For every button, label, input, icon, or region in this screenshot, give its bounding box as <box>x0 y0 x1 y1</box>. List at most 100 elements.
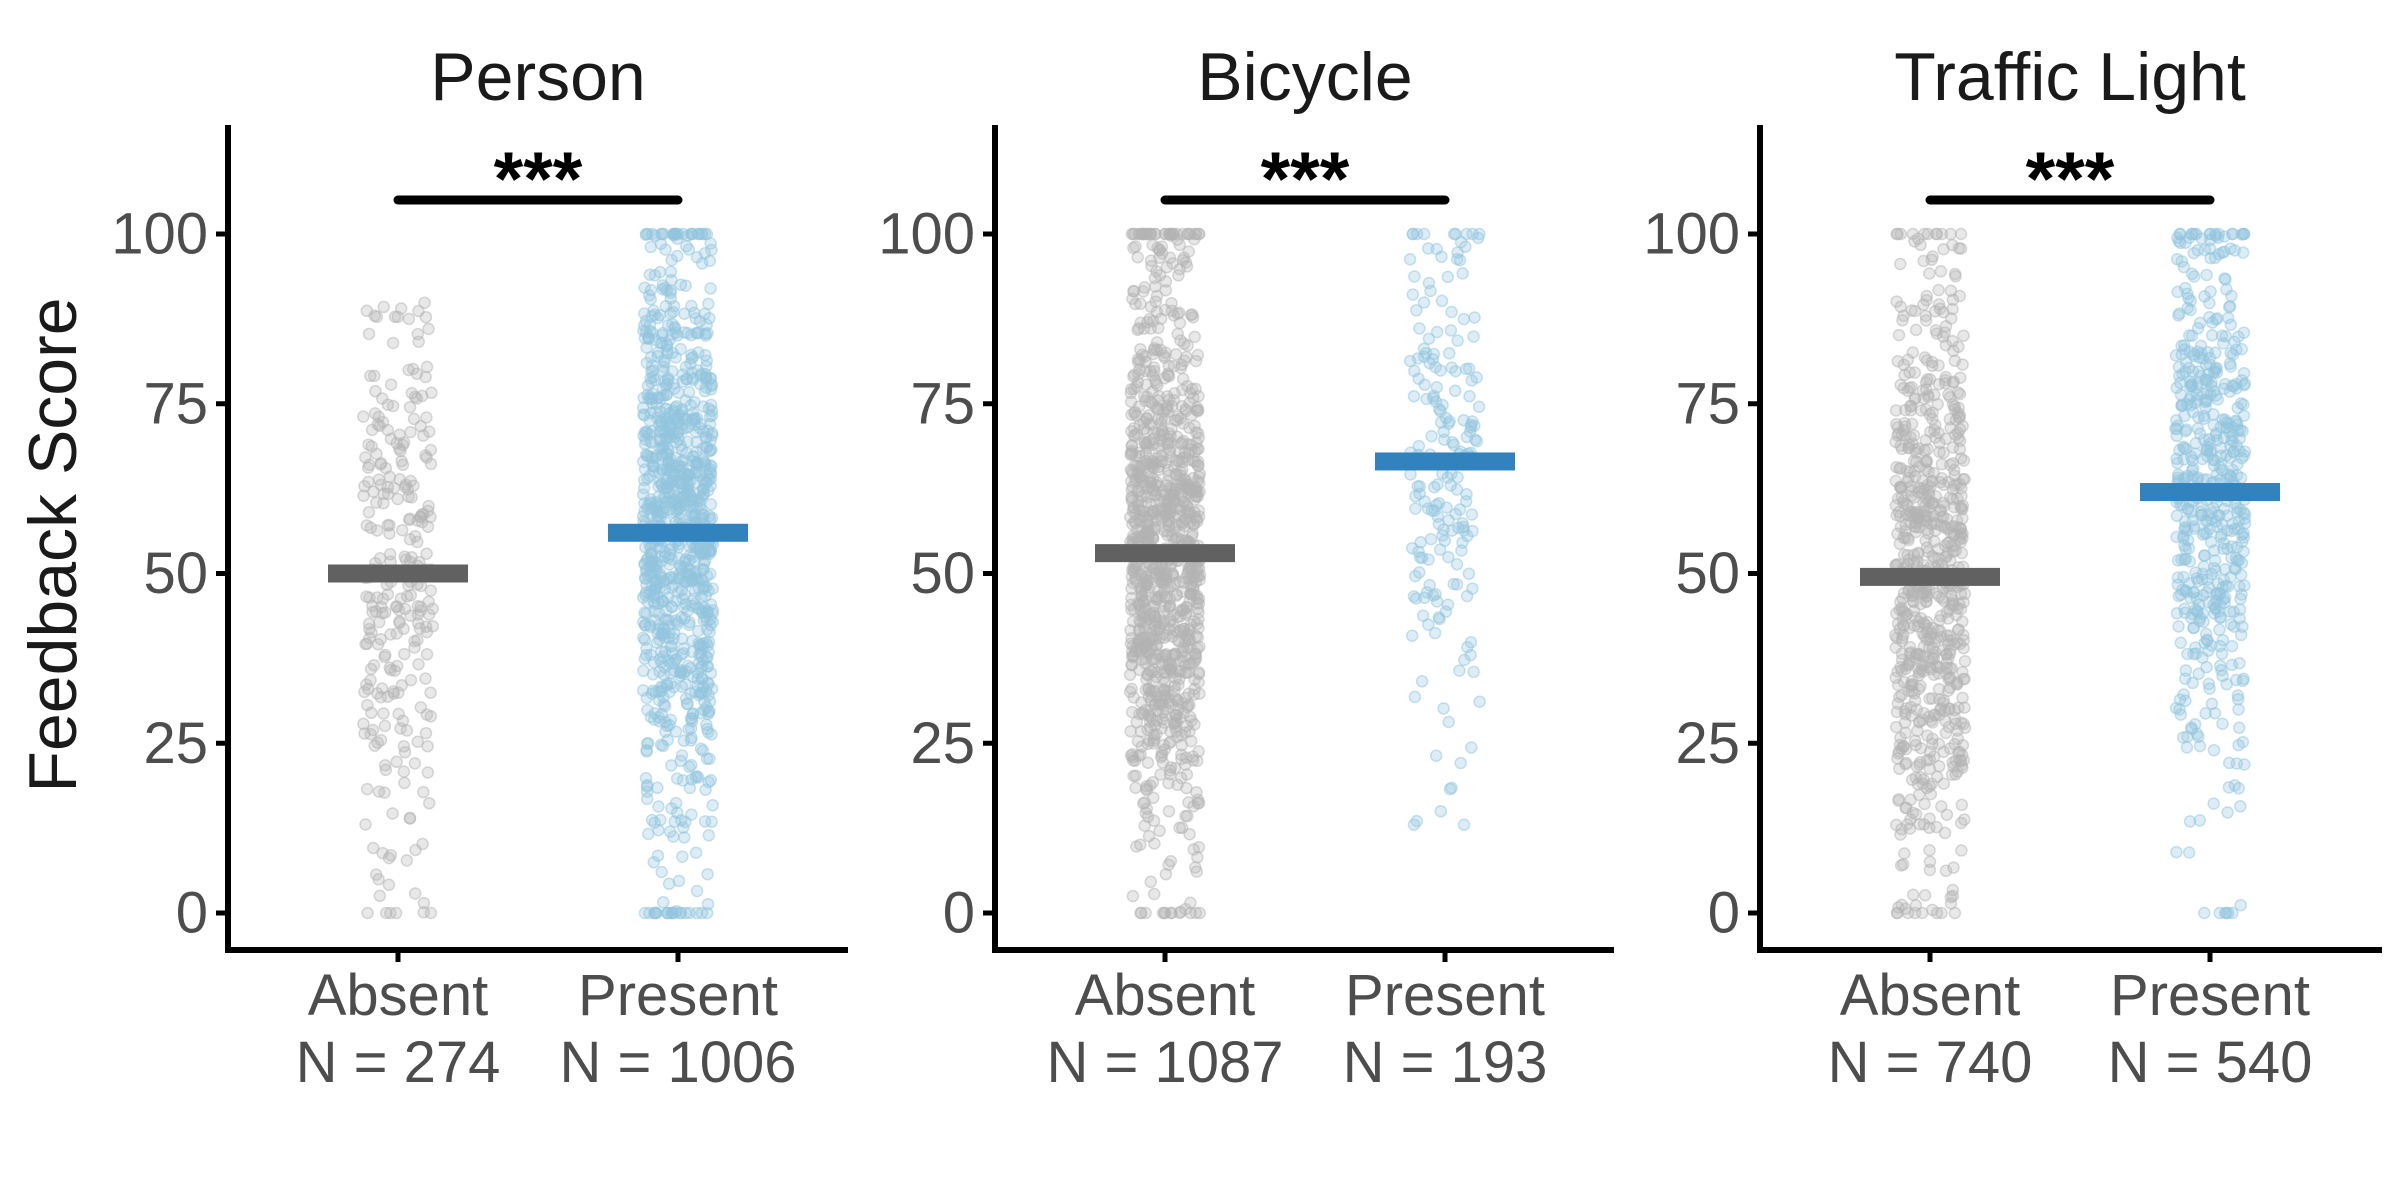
data-point <box>2221 542 2234 555</box>
data-point <box>1408 364 1421 378</box>
data-point <box>1453 503 1467 516</box>
data-point <box>693 314 707 328</box>
data-point <box>1170 588 1184 601</box>
data-point <box>408 529 422 543</box>
data-point <box>656 896 670 909</box>
data-point <box>697 509 710 522</box>
data-point <box>1465 508 1479 521</box>
data-point <box>681 697 694 711</box>
data-point <box>1457 312 1471 326</box>
data-point <box>390 600 404 613</box>
data-point <box>663 571 677 584</box>
data-point <box>1891 678 1905 692</box>
data-point <box>1435 250 1448 263</box>
data-point <box>2231 458 2244 471</box>
data-point <box>1890 295 1903 308</box>
data-point <box>645 566 659 580</box>
data-point <box>1162 776 1175 790</box>
data-point <box>371 638 385 651</box>
data-point <box>1468 311 1481 324</box>
data-point <box>674 405 688 418</box>
data-point <box>1145 641 1159 655</box>
data-point <box>1932 737 1946 751</box>
significance-label: *** <box>494 137 583 222</box>
data-point <box>421 504 435 518</box>
data-point <box>411 514 424 527</box>
data-point <box>1954 527 1968 540</box>
data-point <box>1138 656 1152 670</box>
data-point <box>648 597 661 611</box>
data-point <box>379 461 393 475</box>
data-point <box>2224 242 2237 255</box>
data-point <box>1144 322 1157 335</box>
data-point <box>1178 480 1192 494</box>
data-point <box>1426 392 1440 405</box>
data-point <box>662 877 676 891</box>
data-point <box>2172 620 2185 633</box>
data-point <box>400 590 414 603</box>
data-point <box>1438 534 1452 547</box>
data-point <box>1923 753 1937 766</box>
data-point <box>1130 840 1143 853</box>
data-point <box>1144 875 1157 889</box>
data-point <box>2210 520 2224 534</box>
data-point <box>1472 400 1486 413</box>
data-point <box>675 632 689 646</box>
data-point <box>1155 745 1169 759</box>
data-point <box>1896 628 1910 642</box>
data-point <box>1463 390 1476 403</box>
data-point <box>1889 720 1903 734</box>
data-point <box>1172 672 1186 686</box>
data-point <box>1450 578 1464 591</box>
data-point <box>700 441 714 454</box>
data-point <box>1145 523 1159 537</box>
data-point <box>2224 346 2237 360</box>
data-point <box>407 412 421 426</box>
data-point <box>2200 268 2213 282</box>
data-point <box>670 618 684 631</box>
data-point <box>1947 861 1960 874</box>
data-point <box>1937 777 1951 790</box>
data-point <box>2186 227 2199 241</box>
data-point <box>667 830 680 843</box>
data-point <box>1171 327 1184 341</box>
data-point <box>420 451 433 464</box>
data-point <box>419 726 433 740</box>
data-point <box>1945 768 1959 781</box>
data-point <box>1463 425 1477 438</box>
data-point <box>648 614 661 627</box>
data-point <box>420 648 434 661</box>
data-point <box>362 327 376 341</box>
data-point <box>668 815 681 828</box>
data-point <box>642 289 656 302</box>
data-point <box>1193 687 1206 700</box>
data-point <box>2198 290 2211 303</box>
x-tick-label: Present <box>1345 963 1545 1028</box>
data-point <box>2217 382 2231 395</box>
data-point <box>1456 267 1469 280</box>
mean-bar <box>1860 567 2000 586</box>
data-point <box>1164 760 1178 774</box>
data-point <box>2170 607 2184 620</box>
data-point <box>651 311 665 325</box>
data-point <box>1418 378 1431 391</box>
data-point <box>651 781 664 795</box>
data-point <box>1415 675 1429 688</box>
data-point <box>368 739 381 752</box>
data-point <box>689 846 703 859</box>
data-point <box>1146 562 1160 576</box>
data-point <box>368 309 381 323</box>
data-point <box>1175 358 1188 372</box>
data-point <box>364 521 378 535</box>
data-point <box>675 749 689 762</box>
data-point <box>659 379 673 392</box>
data-point <box>695 649 708 663</box>
data-point <box>1137 708 1151 721</box>
data-point <box>668 469 681 482</box>
data-point <box>1917 254 1930 268</box>
data-point <box>411 633 424 647</box>
data-point <box>1424 532 1438 546</box>
data-point <box>683 781 697 795</box>
data-point <box>649 583 662 596</box>
data-point <box>2238 512 2251 525</box>
